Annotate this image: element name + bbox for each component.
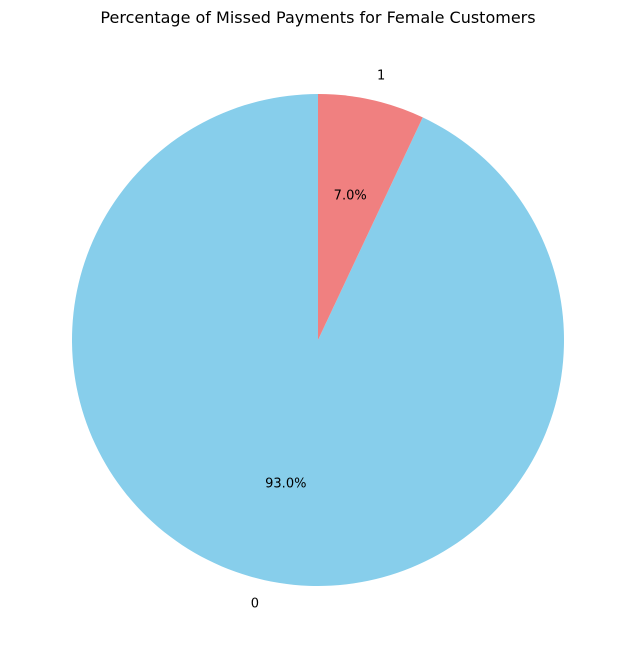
pie-slice-0 xyxy=(72,94,565,586)
pie-slice-1 xyxy=(318,94,423,340)
percent-label-0: 93.0% xyxy=(265,477,306,492)
percent-label-1: 7.0% xyxy=(334,188,367,203)
category-label-0: 0 xyxy=(251,597,259,612)
category-label-1: 1 xyxy=(377,68,385,83)
pie-labels: 0 93.0% 1 7.0% xyxy=(251,68,386,611)
pie-slices xyxy=(72,94,565,586)
chart-title: Percentage of Missed Payments for Female… xyxy=(100,8,536,27)
